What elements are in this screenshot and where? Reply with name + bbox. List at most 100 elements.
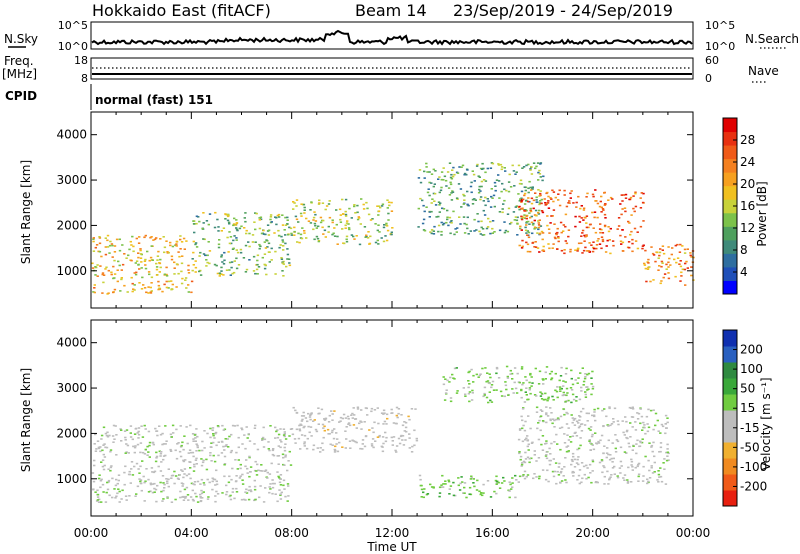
velocity-cell bbox=[550, 412, 553, 414]
power-cell bbox=[442, 222, 446, 225]
velocity-cell bbox=[226, 438, 229, 440]
velocity-cell bbox=[557, 418, 560, 421]
velocity-cell bbox=[228, 435, 231, 438]
velocity-cell bbox=[300, 415, 304, 417]
power-cell bbox=[322, 233, 325, 235]
velocity-cell bbox=[567, 439, 571, 441]
velocity-cell bbox=[634, 466, 637, 469]
power-cell bbox=[520, 190, 524, 193]
velocity-cell bbox=[611, 442, 614, 444]
velocity-cell bbox=[235, 451, 238, 454]
power-cell bbox=[233, 235, 236, 237]
power-cell bbox=[207, 223, 210, 226]
power-cell bbox=[507, 190, 511, 193]
velocity-cell bbox=[192, 438, 195, 440]
power-cell bbox=[669, 264, 672, 266]
velocity-cell bbox=[610, 474, 613, 476]
velocity-cell bbox=[287, 495, 290, 497]
velocity-cell bbox=[467, 371, 470, 374]
power-cell bbox=[226, 214, 229, 216]
velocity-cell bbox=[241, 428, 244, 431]
velocity-cell bbox=[283, 433, 286, 435]
power-cell bbox=[548, 232, 551, 234]
power-cell bbox=[134, 262, 137, 264]
velocity-panel-frame bbox=[90, 319, 694, 517]
velocity-cell bbox=[344, 447, 347, 449]
velocity-cell bbox=[248, 475, 251, 478]
power-cell bbox=[344, 215, 348, 217]
power-cell bbox=[538, 173, 542, 175]
power-cell bbox=[142, 284, 145, 286]
velocity-cell bbox=[553, 441, 556, 443]
power-cell bbox=[279, 244, 282, 246]
velocity-cell bbox=[565, 387, 569, 390]
power-cell bbox=[562, 230, 565, 232]
velocity-cell bbox=[510, 488, 513, 490]
velocity-cell bbox=[462, 387, 465, 389]
velocity-cell bbox=[292, 406, 295, 409]
velocity-cell bbox=[97, 447, 101, 450]
velocity-cell bbox=[234, 459, 237, 461]
velocity-cell bbox=[497, 377, 501, 379]
power-cell bbox=[657, 257, 660, 259]
power-cell bbox=[227, 221, 231, 224]
velocity-cell bbox=[641, 480, 645, 482]
power-cell bbox=[343, 242, 346, 245]
velocity-cell bbox=[397, 412, 400, 415]
velocity-cell bbox=[254, 460, 257, 463]
power-cell bbox=[503, 199, 506, 202]
power-cell bbox=[313, 211, 316, 213]
velocity-cell bbox=[174, 449, 177, 452]
velocity-cell bbox=[192, 440, 195, 442]
power-cell bbox=[129, 240, 132, 243]
power-cell bbox=[386, 229, 390, 232]
power-cell bbox=[290, 232, 293, 235]
power-cell bbox=[169, 244, 172, 247]
velocity-cell bbox=[455, 367, 458, 369]
velocity-cell bbox=[162, 498, 165, 500]
velocity-cell bbox=[432, 486, 435, 488]
velocity-cell bbox=[191, 489, 194, 492]
velocity-cell bbox=[593, 408, 596, 411]
velocity-cell bbox=[235, 487, 238, 490]
velocity-cell bbox=[560, 470, 563, 473]
velocity-cell bbox=[210, 446, 213, 448]
power-cell bbox=[286, 258, 289, 260]
power-cell bbox=[535, 165, 538, 168]
velocity-cell bbox=[528, 388, 531, 391]
power-cell bbox=[113, 273, 117, 275]
velocity-cell bbox=[381, 436, 385, 438]
power-cell bbox=[519, 225, 522, 228]
power-cell bbox=[141, 276, 144, 279]
power-cell bbox=[208, 213, 212, 215]
velocity-cell bbox=[286, 469, 289, 472]
power-cell bbox=[521, 167, 524, 169]
power-cell bbox=[374, 223, 377, 225]
velocity-cell bbox=[93, 459, 96, 462]
velocity-cell bbox=[154, 427, 157, 430]
velocity-cell bbox=[191, 433, 195, 435]
velocity-cell bbox=[488, 382, 491, 385]
power-cell bbox=[535, 199, 538, 201]
velocity-cell bbox=[112, 424, 116, 427]
power-cell bbox=[434, 204, 438, 206]
velocity-cell bbox=[553, 426, 556, 428]
velocity-cell bbox=[247, 498, 251, 501]
velocity-cell bbox=[541, 435, 545, 437]
velocity-cell bbox=[261, 470, 264, 472]
power-cell bbox=[519, 227, 522, 230]
power-cell bbox=[190, 280, 194, 283]
power-cell bbox=[515, 171, 518, 173]
velocity-cell bbox=[161, 443, 164, 446]
power-cell bbox=[446, 209, 449, 212]
velocity-cell bbox=[339, 420, 342, 422]
velocity-cell bbox=[196, 444, 199, 447]
velocity-cell bbox=[575, 396, 578, 398]
velocity-cell bbox=[255, 470, 258, 472]
velocity-cell bbox=[664, 483, 668, 485]
velocity-cell bbox=[401, 435, 405, 437]
velocity-cell bbox=[562, 408, 565, 410]
velocity-cell bbox=[319, 451, 322, 453]
